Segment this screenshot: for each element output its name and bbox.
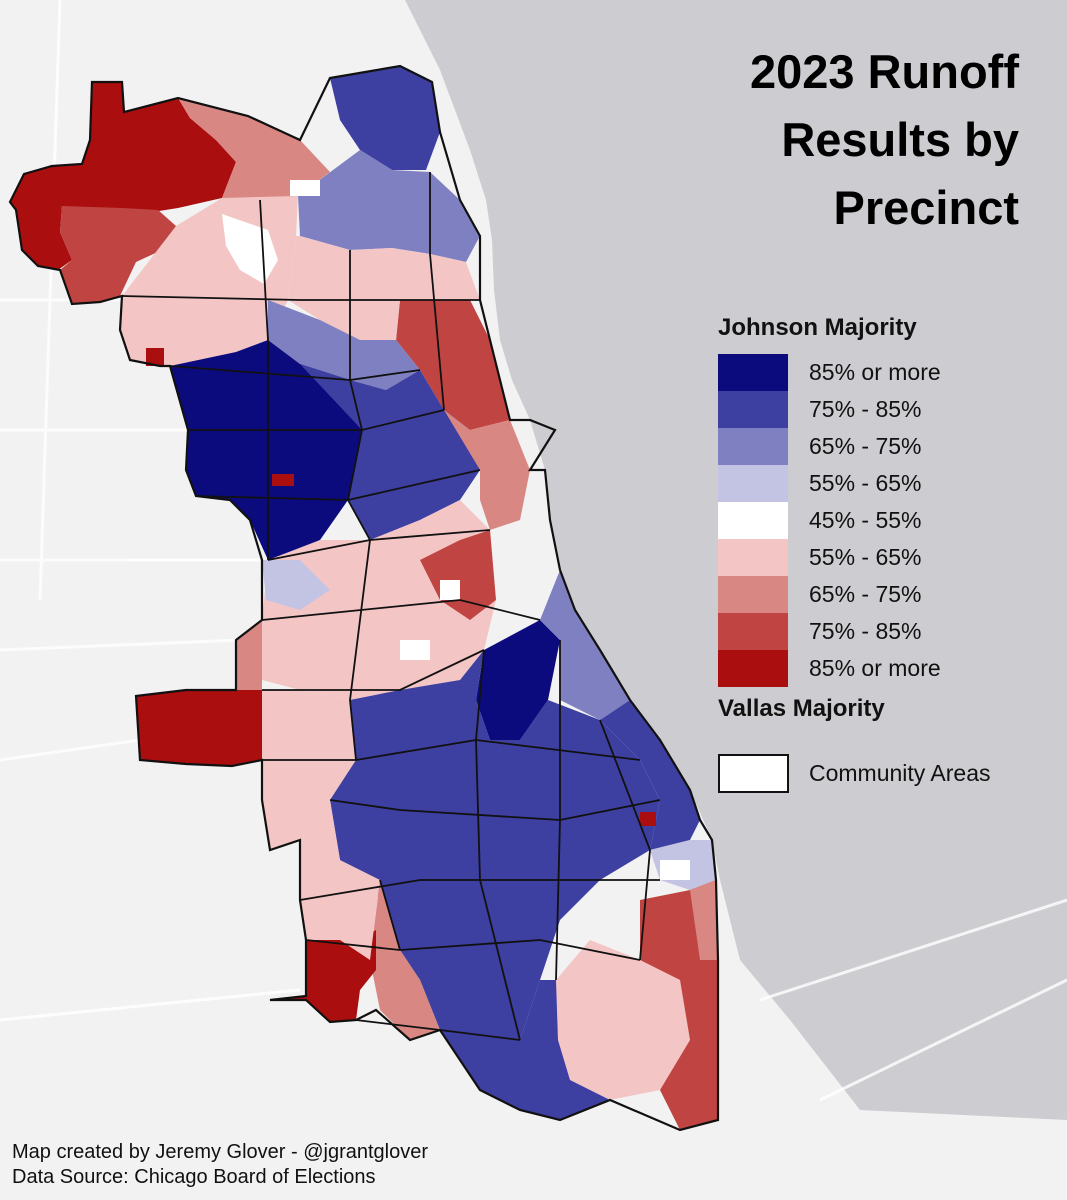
region-west-side-johnson-strong bbox=[170, 340, 362, 560]
region-bridgeport-vallas bbox=[420, 530, 496, 620]
region-northwest-vallas-strong bbox=[10, 82, 236, 220]
region-northcenter-mixed bbox=[288, 236, 480, 340]
legend-label: 65% - 75% bbox=[809, 433, 922, 459]
community-area-swatch bbox=[718, 754, 789, 793]
credit-source: Data Source: Chicago Board of Elections bbox=[12, 1166, 376, 1188]
region-scattered-white-2 bbox=[400, 640, 430, 660]
basemap-roads bbox=[0, 0, 1067, 1102]
legend-label: 75% - 85% bbox=[809, 618, 922, 644]
legend-row: 85% or more bbox=[718, 354, 1038, 391]
region-pilsen-mixed bbox=[262, 560, 330, 610]
credit-author: Map created by Jeremy Glover - @jgrantgl… bbox=[12, 1141, 429, 1163]
region-south-deering-johnson bbox=[520, 980, 610, 1120]
region-scattered-white-3 bbox=[660, 860, 690, 880]
region-scattered-red-3 bbox=[146, 348, 164, 366]
title-line-3: Precinct bbox=[833, 181, 1019, 234]
legend-label: 85% or more bbox=[809, 655, 941, 681]
region-uptown-johnson-light bbox=[298, 150, 480, 262]
region-morgan-park-vallas-light bbox=[300, 800, 380, 960]
legend-heading-vallas: Vallas Majority bbox=[718, 695, 885, 722]
community-area-boundaries bbox=[121, 172, 661, 1041]
legend-swatch bbox=[718, 391, 788, 428]
region-scattered-white-1 bbox=[440, 580, 460, 600]
legend-swatch bbox=[718, 613, 788, 650]
region-kenwood-johnson-light bbox=[540, 570, 630, 720]
legend-swatch bbox=[718, 502, 788, 539]
region-logan-square-johnson bbox=[268, 300, 420, 390]
legend-swatch bbox=[718, 465, 788, 502]
legend-swatch bbox=[718, 576, 788, 613]
legend-heading-johnson: Johnson Majority bbox=[718, 314, 917, 341]
region-ohare-vallas-strong bbox=[16, 206, 72, 270]
legend-label: 85% or more bbox=[809, 359, 941, 385]
legend-label: 55% - 65% bbox=[809, 470, 922, 496]
legend-row: 85% or more bbox=[718, 650, 1038, 687]
region-beverly-vallas bbox=[370, 880, 440, 1040]
region-southwest-vallas-light bbox=[262, 690, 356, 850]
region-scattered-red-1 bbox=[272, 474, 294, 486]
region-northwest-vallas-moderate bbox=[178, 98, 330, 204]
legend-row: 75% - 85% bbox=[718, 391, 1038, 428]
legend-label: 65% - 75% bbox=[809, 581, 922, 607]
legend-row: 55% - 65% bbox=[718, 539, 1038, 576]
legend-row: 55% - 65% bbox=[718, 465, 1038, 502]
legend-row: 65% - 75% bbox=[718, 576, 1038, 613]
title-line-1: 2023 Runoff bbox=[750, 45, 1019, 98]
region-north-lakeview-vallas bbox=[396, 300, 510, 430]
region-scattered-red-2 bbox=[640, 812, 656, 826]
legend-community-areas: Community Areas bbox=[718, 754, 1048, 794]
legend-row: 45% - 55% bbox=[718, 502, 1038, 539]
legend-row: 75% - 85% bbox=[718, 613, 1038, 650]
legend-label: 45% - 55% bbox=[809, 507, 922, 533]
region-scattered-white-4 bbox=[290, 180, 320, 196]
legend-swatch bbox=[718, 428, 788, 465]
city-outline bbox=[8, 64, 720, 1132]
community-area-label: Community Areas bbox=[809, 760, 991, 786]
region-south-side-johnson-strong bbox=[476, 620, 560, 740]
region-hegewisch-vallas-light bbox=[556, 940, 690, 1100]
region-far-south-vallas-moderate bbox=[690, 880, 718, 960]
legend-swatch bbox=[718, 539, 788, 576]
region-west-side-johnson bbox=[300, 364, 480, 540]
legend-label: 75% - 85% bbox=[809, 396, 922, 422]
legend-label: 55% - 65% bbox=[809, 544, 922, 570]
legend-swatch bbox=[718, 650, 788, 687]
region-midway-vallas-strong bbox=[136, 690, 262, 766]
region-south-shore-johnson bbox=[600, 700, 700, 850]
region-rogers-park-johnson bbox=[330, 66, 440, 170]
legend-row: 65% - 75% bbox=[718, 428, 1038, 465]
region-loop-vallas bbox=[444, 410, 530, 530]
title-line-2: Results by bbox=[781, 113, 1019, 166]
city-precincts bbox=[10, 66, 718, 1130]
region-far-northwest-vallas bbox=[60, 206, 176, 304]
region-garfield-ridge-vallas bbox=[236, 620, 262, 690]
map-title: 2023 Runoff Results by Precinct bbox=[599, 38, 1019, 242]
legend-swatch bbox=[718, 354, 788, 391]
map-credits: Map created by Jeremy Glover - @jgrantgl… bbox=[12, 1140, 428, 1190]
